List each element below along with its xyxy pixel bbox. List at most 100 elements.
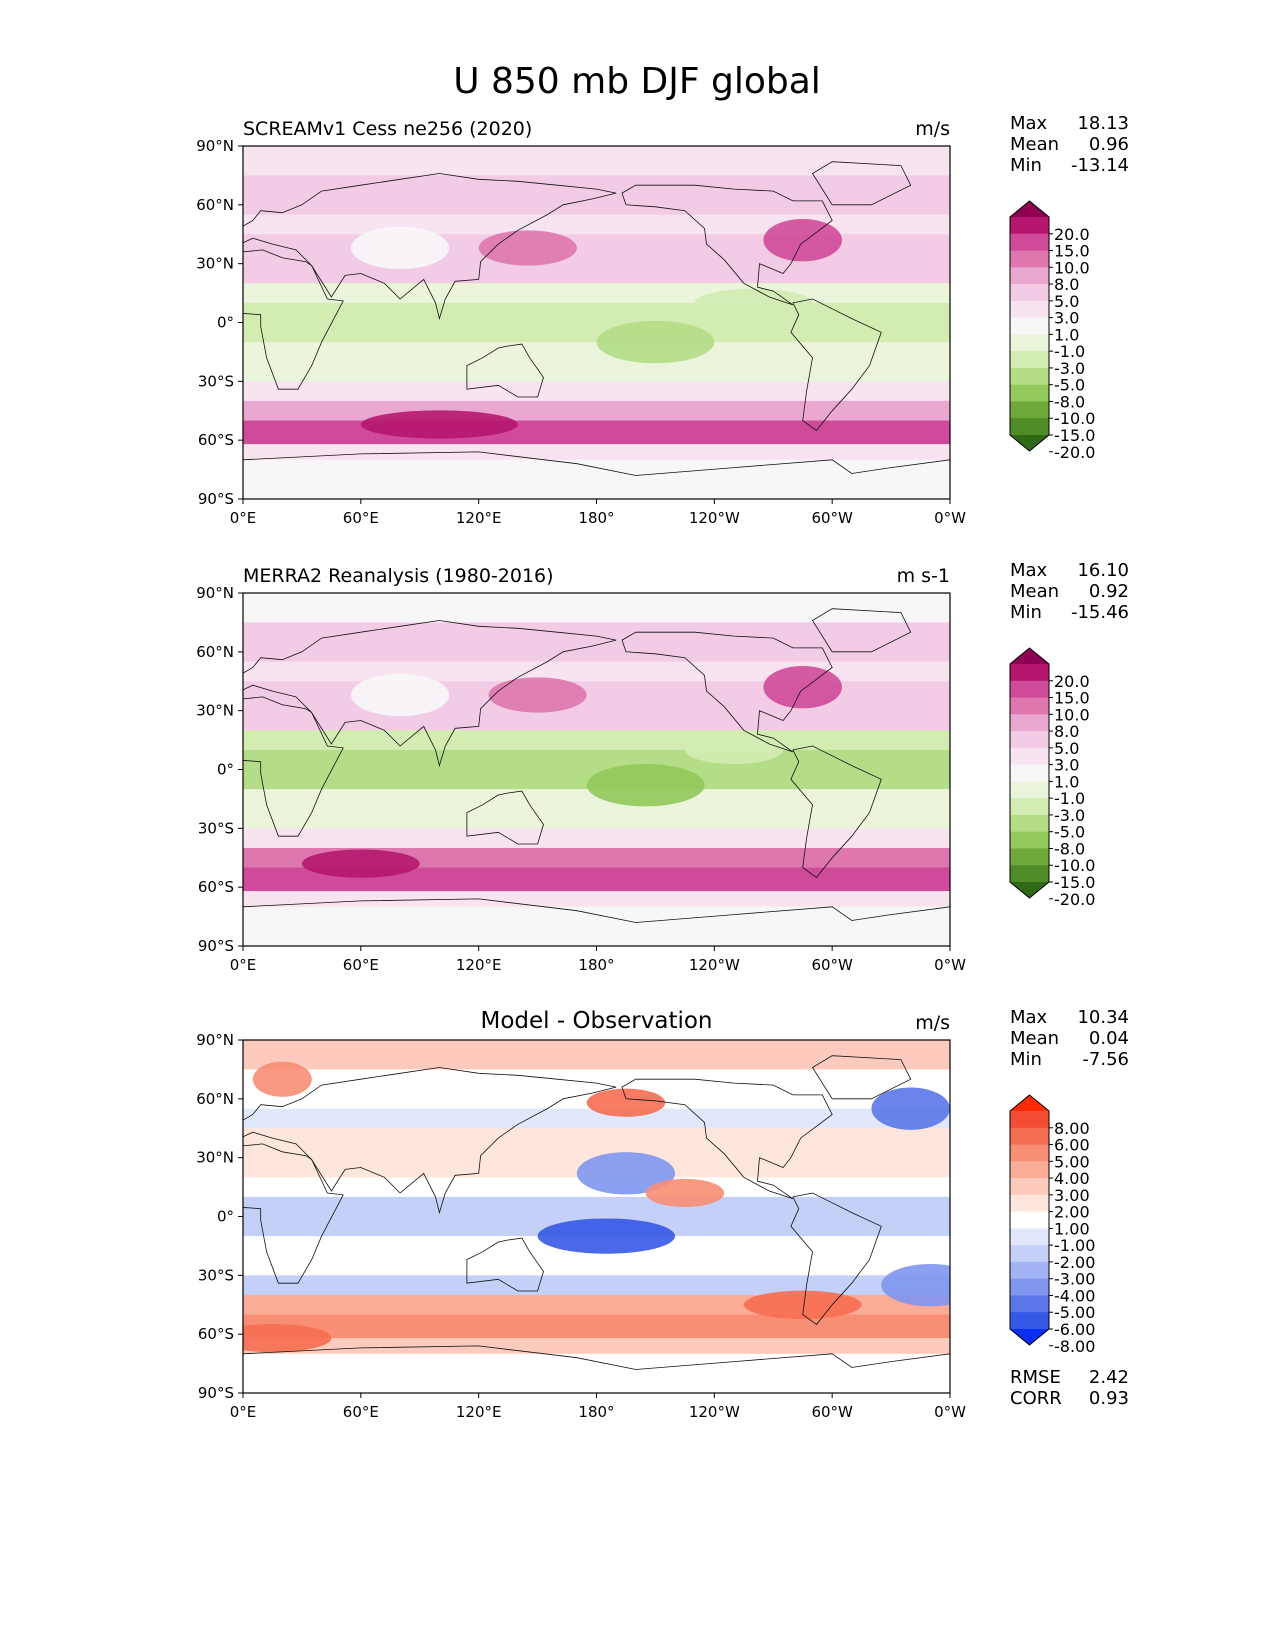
- field-band-5: [243, 302, 950, 343]
- lat-tick-label: 90°S: [198, 490, 234, 508]
- lon-tick-label: 60°E: [343, 509, 379, 527]
- extra-stat-label: RMSE: [1010, 1367, 1061, 1388]
- panel-diff: Model - Observation m/s 90°N 60°N 30°N 0° 30°S…: [196, 1007, 1129, 1421]
- lon-tick-label: 120°W: [689, 1403, 740, 1421]
- field-band-7: [243, 1275, 950, 1296]
- coastline-5: [243, 1345, 950, 1393]
- field-anomaly-8: [252, 1061, 312, 1097]
- colorbar-label: -3.00: [1054, 1270, 1095, 1289]
- stat-value: 16.10: [1077, 560, 1129, 581]
- panel-units: m/s: [915, 118, 950, 140]
- colorbar-label: -6.00: [1054, 1320, 1095, 1339]
- colorbar-label: 8.0: [1054, 275, 1079, 294]
- colorbar-swatch: [1010, 1278, 1049, 1296]
- colorbar-swatch: [1010, 334, 1049, 352]
- lon-tick-label: 0°E: [230, 956, 257, 974]
- stat-value: 0.92: [1089, 581, 1129, 602]
- lon-tick-label: 120°W: [689, 956, 740, 974]
- colorbar-label: -5.00: [1054, 1303, 1095, 1322]
- field-band-10: [243, 891, 950, 908]
- stat-value: -7.56: [1082, 1049, 1129, 1070]
- colorbar-swatch: [1010, 731, 1049, 749]
- stat-label: Min: [1010, 155, 1042, 176]
- coastline-1: [243, 620, 617, 768]
- colorbar-swatch: [1010, 1111, 1049, 1129]
- stat-label: Max: [1010, 113, 1048, 134]
- lon-tick-label: 0°W: [934, 509, 966, 527]
- colorbar-label: -20.0: [1054, 890, 1095, 909]
- coastline-4: [466, 790, 544, 845]
- colorbar-extend-top: [1010, 648, 1049, 664]
- stat-label: Max: [1010, 1007, 1048, 1028]
- colorbar-swatch: [1010, 1178, 1049, 1196]
- colorbar-extend-top: [1010, 201, 1049, 217]
- field-anomaly-4: [360, 410, 518, 439]
- stat-value: 18.13: [1077, 113, 1129, 134]
- coastline-0: [243, 696, 344, 837]
- field-band-2: [243, 214, 950, 235]
- colorbar-extend-bottom: [1010, 1329, 1049, 1345]
- colorbar-swatch: [1010, 217, 1049, 235]
- colorbar-swatch: [1010, 1127, 1049, 1146]
- colorbar-swatch: [1010, 367, 1049, 386]
- lon-tick-label: 0°W: [934, 956, 966, 974]
- colorbar-swatch: [1010, 418, 1049, 436]
- colorbar-swatch: [1010, 831, 1049, 849]
- colorbar-label: -15.0: [1054, 873, 1095, 892]
- field-band-10: [243, 1338, 950, 1355]
- colorbar-label: 15.0: [1054, 242, 1090, 261]
- colorbar-label: -2.00: [1054, 1253, 1095, 1272]
- colorbar-label: -1.0: [1054, 789, 1085, 808]
- field-band-3: [243, 234, 950, 284]
- colorbar-label: 5.00: [1054, 1152, 1090, 1171]
- map-field: [243, 1040, 950, 1393]
- field-band-0: [243, 593, 950, 623]
- field-band-2: [243, 661, 950, 682]
- extra-stat-value: 2.42: [1089, 1367, 1129, 1388]
- field-anomaly-5: [351, 673, 450, 717]
- lon-tick-label: 60°W: [811, 956, 853, 974]
- field-anomaly-1: [763, 218, 842, 262]
- coastline-5: [243, 451, 950, 499]
- colorbar-label: 3.0: [1054, 309, 1079, 328]
- colorbar-swatch: [1010, 865, 1049, 883]
- stat-value: 0.04: [1089, 1028, 1129, 1049]
- colorbar-label: -3.0: [1054, 359, 1085, 378]
- stat-value: 0.96: [1089, 134, 1129, 155]
- colorbar-swatch: [1010, 664, 1049, 682]
- colorbar-swatch: [1010, 798, 1049, 816]
- colorbar-swatch: [1010, 1245, 1049, 1263]
- lat-tick-label: 60°S: [198, 878, 234, 896]
- field-anomaly-0: [478, 230, 577, 266]
- lat-tick-label: 60°S: [198, 1325, 234, 1343]
- field-anomaly-3: [694, 288, 813, 318]
- colorbar-swatch: [1010, 250, 1049, 268]
- colorbar-swatch: [1010, 284, 1049, 302]
- colorbar-label: 20.0: [1054, 225, 1090, 244]
- colorbar-swatch: [1010, 267, 1049, 285]
- colorbar-swatch: [1010, 1312, 1049, 1330]
- lat-tick-label: 30°N: [196, 1149, 234, 1167]
- lat-tick-label: 90°N: [196, 137, 234, 155]
- colorbar-extend-top: [1010, 1095, 1049, 1111]
- colorbar-swatch: [1010, 747, 1049, 766]
- lon-tick-label: 120°E: [456, 956, 502, 974]
- colorbar-label: -20.0: [1054, 443, 1095, 462]
- colorbar-label: 3.00: [1054, 1186, 1090, 1205]
- colorbar-swatch: [1010, 1261, 1049, 1280]
- coastline-6: [811, 1055, 912, 1100]
- colorbar: 8.006.005.004.003.002.001.00-1.00-2.00-3…: [1009, 1094, 1095, 1356]
- lat-tick-label: 60°N: [196, 196, 234, 214]
- stat-value: -13.14: [1071, 155, 1129, 176]
- colorbar-label: 15.0: [1054, 689, 1090, 708]
- coastline-3: [790, 1192, 882, 1325]
- field-band-11: [243, 1353, 950, 1393]
- field-band-7: [243, 381, 950, 402]
- stat-label: Mean: [1010, 134, 1059, 155]
- lon-tick-label: 120°W: [689, 509, 740, 527]
- coastline-1: [243, 173, 617, 321]
- map-field: [243, 146, 950, 499]
- colorbar-label: 1.0: [1054, 325, 1079, 344]
- coastlines: [243, 608, 950, 946]
